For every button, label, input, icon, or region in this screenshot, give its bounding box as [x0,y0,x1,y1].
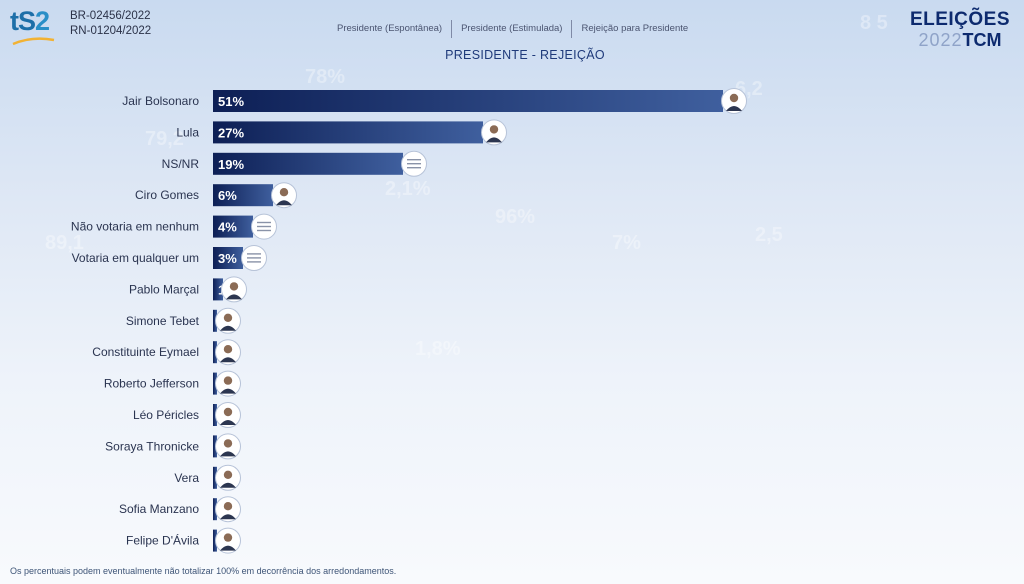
background-watermark: 89,1 [45,232,84,254]
candidate-photo-icon [721,88,747,114]
value-label: 3% [218,251,237,266]
nenhum-badge-icon [251,213,277,240]
rejection-bar [213,152,403,175]
candidate-photo-icon [481,119,507,146]
background-watermark: 1,8% [415,338,461,360]
candidate-photo-icon [271,182,297,209]
category-label: Roberto Jefferson [104,377,199,391]
background-watermark: 8 5 [860,12,888,34]
category-label: Votaria em qualquer um [72,251,199,265]
brand-year: 2022 [918,30,963,50]
candidate-photo-icon [215,402,241,428]
category-label: Não votaria em nenhum [71,220,199,234]
value-label: 27% [218,125,244,140]
background-watermark: 96% [495,206,536,228]
rejection-bar [213,184,273,207]
registration-rn: RN-01204/2022 [70,25,152,37]
category-label: Ciro Gomes [135,188,199,202]
category-label: Sofia Manzano [119,502,199,516]
background-watermark: 2,5 [755,224,783,246]
category-label: Léo Péricles [133,408,199,422]
registration-br: BR-02456/2022 [70,10,151,22]
background-watermark: 2,1% [385,178,431,200]
category-label: Soraya Thronicke [105,439,199,453]
category-label: Vera [174,471,199,485]
chart-title: PRESIDENTE - REJEIÇÃO [445,48,605,62]
rejection-bar [213,215,253,238]
candidate-photo-icon [215,307,241,334]
candidate-photo-icon [215,433,241,460]
value-label: 19% [218,157,244,172]
rejection-bar [213,90,723,112]
tab-presidente-estimulada[interactable]: Presidente (Estimulada) [451,20,571,38]
tcm-ts2-logo: tS2 [10,6,60,46]
rejection-bar [213,278,223,301]
candidate-photo-icon [215,370,241,397]
tab-presidente-espontanea[interactable]: Presidente (Espontânea) [337,23,443,34]
category-label: NS/NR [162,157,200,171]
rejection-bar [213,247,243,269]
rounding-footnote: Os percentuais podem eventualmente não t… [10,566,397,576]
value-label: 4% [218,220,237,235]
logo-swoosh-icon [12,37,55,46]
candidate-photo-icon [215,464,241,491]
survey-tabs: Presidente (Espontânea) Presidente (Esti… [328,20,697,38]
candidate-photo-icon [215,339,241,366]
background-watermark: 79,2 [145,128,184,150]
candidate-photo-icon [221,276,247,303]
rejection-bar [213,121,483,144]
category-label: Jair Bolsonaro [122,94,199,108]
tab-rejeicao-presidente[interactable]: Rejeição para Presidente [571,20,697,38]
candidate-photo-icon [215,496,241,523]
value-label: 6% [218,188,237,203]
category-label: Felipe D'Ávila [126,533,199,548]
background-watermark: 78% [305,66,346,88]
qualquer-badge-icon [241,245,267,271]
category-label: Constituinte Eymael [92,345,199,359]
registration-info: BR-02456/2022 RN-01204/2022 [70,9,151,39]
brand-tcm: TCM [962,30,1002,50]
value-label: 51% [218,94,244,109]
background-watermark: 7% [612,232,641,254]
category-label: Pablo Marçal [129,282,199,296]
category-label: Simone Tebet [126,314,200,328]
ns-nr-badge-icon [401,150,427,177]
category-label: Lula [176,125,199,139]
eleicoes-2022-brand: ELEIÇÕES 2022TCM [906,9,1014,51]
brand-eleicoes: ELEIÇÕES [909,9,1011,30]
candidate-photo-icon [215,527,241,554]
